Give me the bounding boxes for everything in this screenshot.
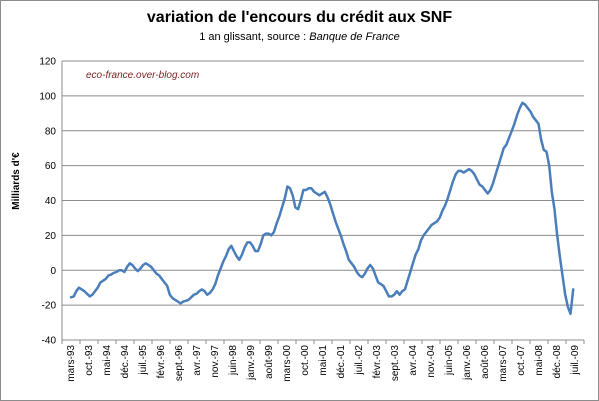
y-tick-label: 20 <box>45 231 57 242</box>
y-tick-label: 40 <box>45 196 57 207</box>
x-tick-label: mai-08 <box>534 345 545 376</box>
x-tick-label: oct.-93 <box>84 345 95 376</box>
x-tick-label: mars-00 <box>282 345 293 382</box>
x-tick-label: mai-94 <box>102 345 113 376</box>
x-tick-label: sept.-96 <box>174 345 185 382</box>
chart-subtitle: 1 an glissant, source : Banque de France <box>1 31 598 43</box>
y-axis-label: Milliards d'€ <box>11 152 22 210</box>
axes <box>61 61 585 344</box>
x-tick-label: avr.-04 <box>408 345 419 376</box>
x-tick-label: mars-07 <box>498 345 509 382</box>
chart-title: variation de l'encours du crédit aux SNF <box>146 9 453 26</box>
y-tick-label: 100 <box>39 91 56 102</box>
series-line <box>69 101 575 316</box>
x-tick-label: oct.-00 <box>300 345 311 376</box>
y-tick-label: 80 <box>45 126 57 137</box>
x-tick-label: févr.-96 <box>156 345 167 379</box>
x-tick-label: oct.-07 <box>516 345 527 376</box>
watermark-annotation: eco-france.over-blog.com <box>86 70 199 81</box>
x-tick-label: juil.-95 <box>138 345 149 376</box>
x-tick-label: juil.-02 <box>354 345 365 376</box>
x-tick-label: août-99 <box>264 345 275 379</box>
x-tick-label: juin-05 <box>444 345 455 376</box>
x-tick-label: mars-93 <box>66 345 77 382</box>
x-tick-label: nov.-97 <box>210 345 221 378</box>
x-tick-label: avr.-97 <box>192 345 203 376</box>
x-tick-label: janv.-99 <box>246 345 257 381</box>
x-tick-label: déc.-01 <box>336 345 347 379</box>
x-tick-label: juin-98 <box>228 345 239 376</box>
y-tick-label: -20 <box>42 301 57 312</box>
x-tick-label: sept.-03 <box>390 345 401 382</box>
gridlines <box>62 60 584 306</box>
y-tick-label: 60 <box>45 161 57 172</box>
y-tick-labels: 120 100 80 60 40 20 0 -20 -40 <box>39 57 56 347</box>
x-tick-label: févr.-03 <box>372 345 383 379</box>
x-tick-label: août-06 <box>480 345 491 379</box>
x-tick-labels: mars-93 oct.-93 mai-94 déc.-94 juil.-95 févr.… <box>66 345 581 382</box>
x-tick-label: juil.-09 <box>570 345 581 376</box>
x-tick-label: mai-01 <box>318 345 329 376</box>
subtitle-prefix: 1 an glissant, source : <box>199 31 310 43</box>
x-tick-label: janv.-06 <box>462 345 473 381</box>
series <box>69 101 575 316</box>
x-tick-label: déc.-94 <box>120 345 131 379</box>
y-tick-label: -40 <box>42 336 57 347</box>
x-tick-label: nov.-04 <box>426 345 437 378</box>
x-tick-label: déc.-08 <box>552 345 563 379</box>
subtitle-source: Banque de France <box>309 31 400 43</box>
y-tick-label: 0 <box>50 266 56 277</box>
y-tick-label: 120 <box>39 57 56 68</box>
